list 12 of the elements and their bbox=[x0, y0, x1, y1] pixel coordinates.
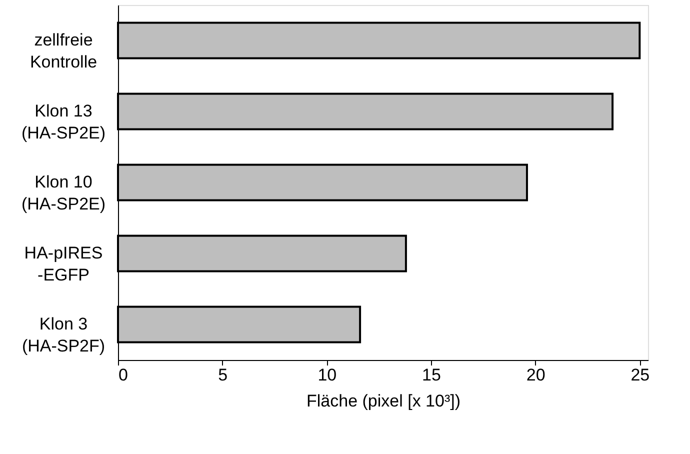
y-tick-label: Klon 3 (HA-SP2F) bbox=[22, 314, 106, 356]
x-tick-label: 5 bbox=[218, 366, 228, 384]
y-tick-label: HA-pIRES -EGFP bbox=[24, 244, 103, 284]
x-axis-title: Fläche (pixel [x 10³]) bbox=[306, 392, 460, 410]
x-tick-label: 20 bbox=[526, 366, 546, 384]
y-tick-label: Klon 13 (HA-SP2E) bbox=[21, 102, 106, 142]
y-tick-label: zellfreie Kontrolle bbox=[30, 30, 98, 72]
x-tick-label: 10 bbox=[318, 366, 337, 384]
x-tick-label: 25 bbox=[630, 366, 650, 384]
y-tick-label: Klon 10 (HA-SP2E) bbox=[21, 172, 106, 214]
x-tick-label: 15 bbox=[422, 366, 441, 384]
x-tick-label: 0 bbox=[118, 366, 128, 384]
